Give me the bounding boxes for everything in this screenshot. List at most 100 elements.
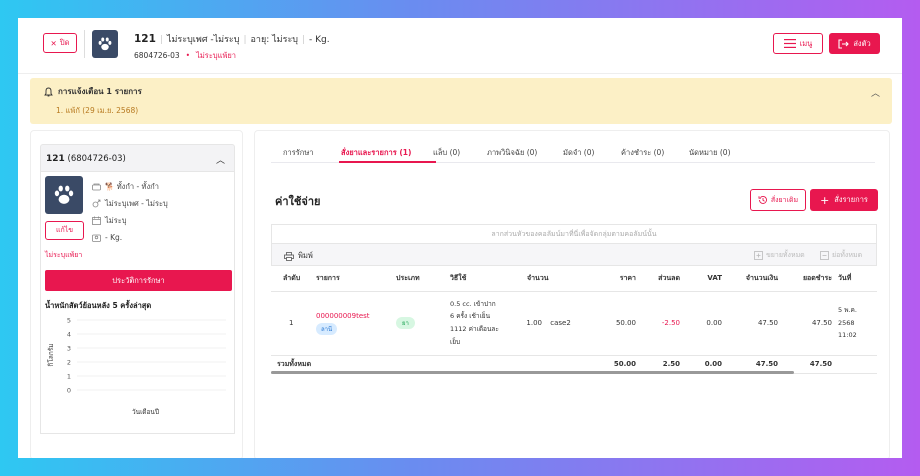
printer-icon: [284, 251, 294, 261]
pet-hn: 6804726-03: [134, 51, 180, 60]
col-header[interactable]: VAT: [683, 266, 725, 292]
col-header[interactable]: วันที่: [835, 266, 877, 292]
col-header[interactable]: รายการ: [313, 266, 393, 292]
vat-cell: 0.00: [683, 291, 725, 356]
print-button[interactable]: พิมพ์: [284, 250, 313, 262]
pet-avatar-large: [45, 176, 83, 214]
group-panel[interactable]: ลากส่วนหัวของคอลัมน์มาที่นี่เพื่อจัดกลุ่…: [271, 224, 877, 244]
horizontal-scrollbar[interactable]: [271, 371, 794, 374]
weight-chart-title: น้ำหนักสัตว์ย้อนหลัง 5 ครั้งล่าสุด: [45, 301, 152, 310]
expand-all-button[interactable]: ขยายทั้งหมด: [754, 250, 805, 261]
alert-title: การแจ้งเตือน 1 รายการ: [58, 87, 142, 96]
quantity-cell: 1.00 case2: [515, 291, 579, 356]
bell-icon: [44, 87, 53, 96]
pet-detail-row: ไม่ระบุ: [92, 212, 168, 229]
close-icon: ✕: [50, 38, 57, 48]
pet-detail-list: 🐕 ทั้งกำ - ทั้งกำ ไม่ระบุเพศ - ไม่ระบุ ไ…: [92, 178, 168, 246]
allergy-text: ไม่ระบุแพ้ยา: [196, 51, 237, 60]
exit-icon: [838, 38, 850, 49]
paw-icon: [98, 37, 112, 51]
y-tick-label: 4: [67, 331, 71, 339]
patient-info: 121 | ไม่ระบุเพศ -ไม่ระบุ | อายุ: ไม่ระบุ | - …: [134, 33, 330, 60]
item-tag-badge: ลานี: [316, 322, 338, 335]
tab-bar: การรักษา สั่งยาและรายการ (1) แล็บ (0) ภา…: [271, 139, 875, 163]
plus-icon: +: [820, 193, 830, 207]
pet-panel-body: 🐕 ทั้งกำ - ทั้งกำ ไม่ระบุเพศ - ไม่ระบุ ไ…: [40, 172, 235, 434]
order-table: ลำดับ รายการ ประเภท วิธีใช้ จำนวน ราคา ส…: [271, 266, 877, 374]
alert-item: 1. แพ้กั (29 เม.ย. 2568): [56, 106, 139, 115]
collapse-all-button[interactable]: ย่อทั้งหมด: [820, 250, 862, 261]
chevron-up-icon[interactable]: ︿: [870, 89, 880, 99]
col-header[interactable]: วิธีใช้: [447, 266, 515, 292]
pet-detail-row: ไม่ระบุเพศ - ไม่ระบุ: [92, 195, 168, 212]
treatment-history-button[interactable]: ประวัติการรักษา: [45, 270, 232, 291]
pet-name: 121: [134, 33, 156, 45]
pet-sex: ไม่ระบุเพศ -ไม่ระบุ: [166, 35, 240, 45]
main-panel: การรักษา สั่งยาและรายการ (1) แล็บ (0) ภา…: [254, 130, 890, 458]
pet-panel: 121 (6804726-03) ︿ 🐕 ทั้งกำ - ทั้งกำ: [30, 130, 243, 458]
tab-treatment[interactable]: การรักษา: [283, 148, 314, 157]
add-order-button[interactable]: + สั่งรายการ: [810, 189, 878, 211]
reorder-button[interactable]: สั่งยาเดิม: [750, 189, 806, 211]
tab-appointment[interactable]: นัดหมาย (0): [689, 148, 731, 157]
tab-deposit[interactable]: มัดจำ (0): [563, 148, 595, 157]
pet-icon: [92, 182, 101, 191]
y-tick-label: 5: [67, 317, 71, 325]
y-tick-label: 1: [67, 373, 71, 381]
col-header[interactable]: จำนวนเงิน: [725, 266, 781, 292]
tab-orders[interactable]: สั่งยาและรายการ (1): [341, 148, 412, 157]
patient-header: ✕ ปิด 121 | ไม่ระบุเพศ -ไม่ระบุ | อายุ: ไม่ร…: [18, 18, 902, 74]
pet-detail-row: - Kg.: [92, 229, 168, 246]
col-header[interactable]: จำนวน: [515, 266, 579, 292]
discount-cell: -2.50: [639, 291, 683, 356]
col-header[interactable]: ส่วนลด: [639, 266, 683, 292]
amount-cell: 47.50: [725, 291, 781, 356]
x-axis-label: วันเดือนปี: [132, 408, 159, 416]
pet-panel-name: 121: [46, 154, 65, 164]
tab-lab[interactable]: แล็บ (0): [433, 148, 461, 157]
pet-panel-header[interactable]: 121 (6804726-03) ︿: [40, 144, 235, 172]
print-label: พิมพ์: [298, 251, 313, 260]
y-tick-label: 3: [67, 345, 71, 353]
gender-icon: [92, 199, 101, 208]
total-paid: 47.50: [781, 355, 835, 374]
pet-panel-hn: (6804726-03): [67, 154, 126, 164]
table-row[interactable]: 1 000000009test ลานี ยา 0.5 cc. เข้าปาก …: [271, 291, 877, 356]
col-header[interactable]: ลำดับ: [271, 266, 313, 292]
menu-button[interactable]: เมนู: [773, 33, 823, 54]
weight-icon: [92, 233, 101, 242]
price-cell: 50.00: [579, 291, 639, 356]
reorder-label: สั่งยาเดิม: [770, 195, 799, 204]
row-number: 1: [271, 291, 313, 356]
active-tab-indicator: [339, 161, 436, 163]
paid-cell: 47.50: [781, 291, 835, 356]
alert-banner: การแจ้งเตือน 1 รายการ 1. แพ้กั (29 เม.ย.…: [30, 78, 892, 124]
tab-imaging[interactable]: ภาพวินิจฉัย (0): [487, 148, 538, 157]
y-axis-label: กิโลกรัม: [47, 343, 55, 366]
send-button[interactable]: ส่งตัว: [829, 33, 880, 54]
allergy-text: ไม่ระบุแพ้ยา: [45, 251, 83, 259]
send-label: ส่งตัว: [853, 38, 871, 48]
unit-text: case2: [550, 319, 571, 327]
app-window: ✕ ปิด 121 | ไม่ระบุเพศ -ไม่ระบุ | อายุ: ไม่ร…: [18, 18, 902, 458]
chevron-up-icon[interactable]: ︿: [215, 156, 225, 166]
col-header[interactable]: ประเภท: [393, 266, 447, 292]
col-header[interactable]: ราคา: [579, 266, 639, 292]
collapse-all-label: ย่อทั้งหมด: [832, 251, 863, 259]
header-divider: [84, 30, 85, 58]
y-tick-label: 2: [67, 359, 71, 367]
item-name[interactable]: 000000009test: [316, 311, 370, 320]
date-cell: 5 พ.ค. 2568 11:02: [835, 291, 877, 356]
edit-button[interactable]: แก้ไข: [45, 221, 84, 240]
table-toolbar: พิมพ์ ขยายทั้งหมด ย่อทั้งหมด: [271, 244, 877, 266]
type-badge: ยา: [396, 317, 415, 329]
close-button[interactable]: ✕ ปิด: [43, 33, 77, 53]
history-icon: [758, 196, 767, 204]
close-label: ปิด: [59, 38, 70, 47]
add-order-label: สั่งรายการ: [834, 195, 868, 204]
pet-avatar: [92, 30, 118, 58]
col-header[interactable]: ยอดชำระ: [781, 266, 835, 292]
tab-outstanding[interactable]: ค้างชำระ (0): [621, 148, 665, 157]
collapse-icon: [820, 251, 829, 260]
menu-label: เมนู: [799, 38, 813, 48]
